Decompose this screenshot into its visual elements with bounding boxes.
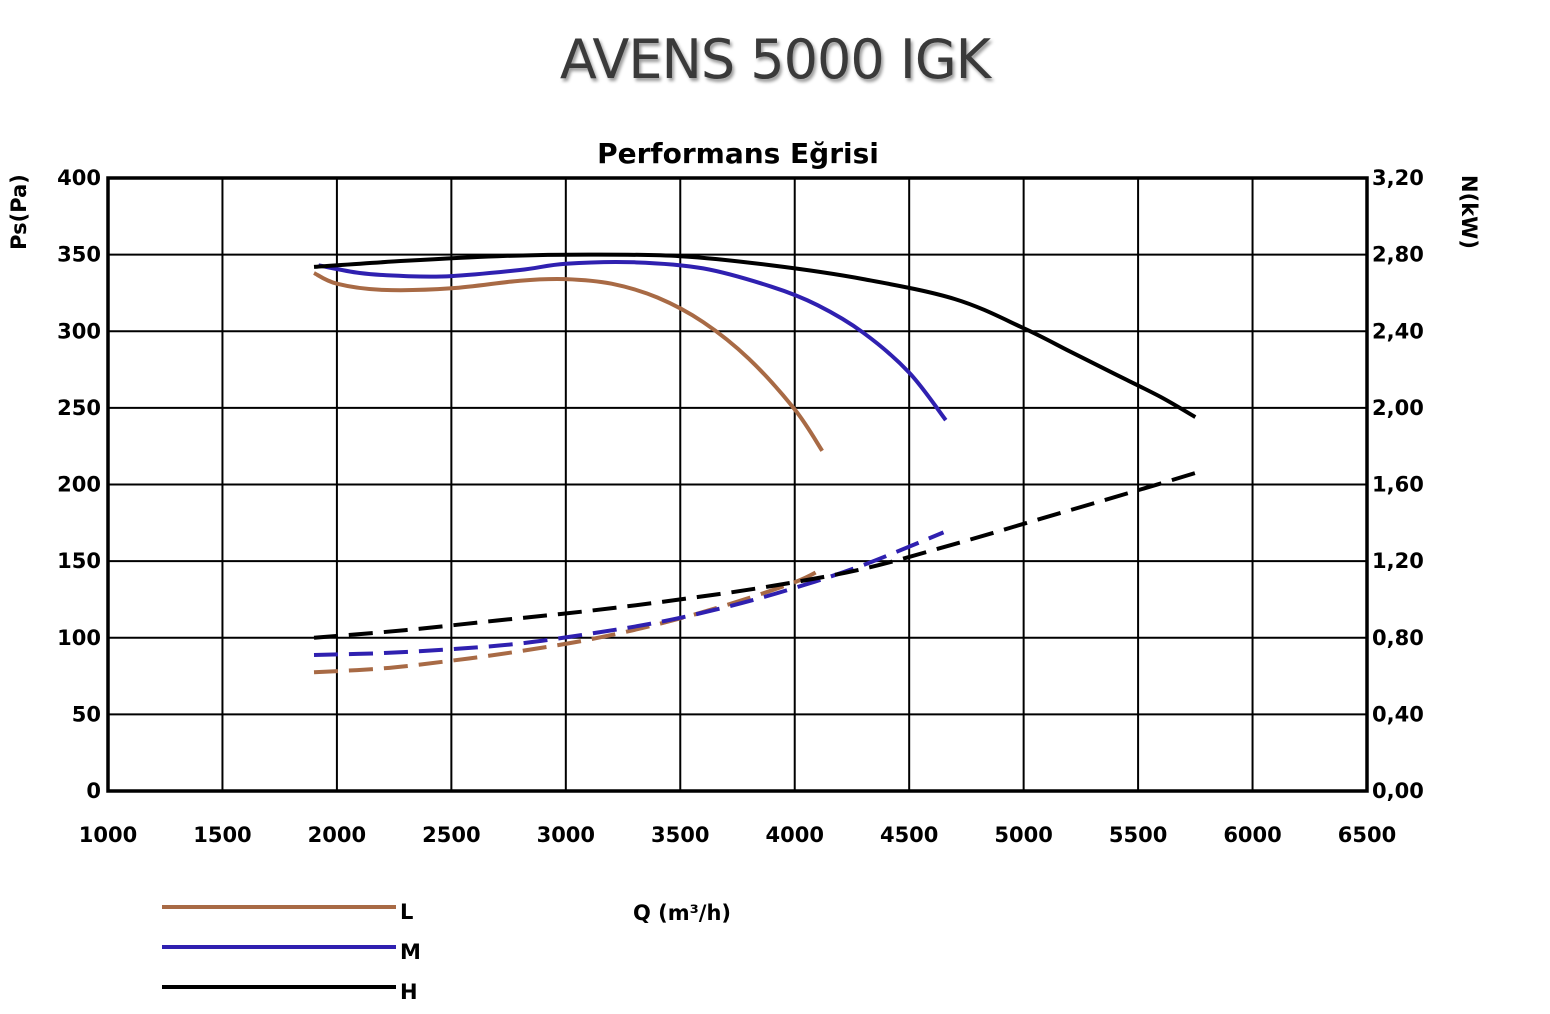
y-tick-label: 150 <box>57 549 101 573</box>
chart-title: Performans Eğrisi <box>597 137 879 170</box>
y2-axis-label: N(kW) <box>1457 175 1481 249</box>
x-tick-label: 1500 <box>193 823 251 847</box>
legend: LMH <box>162 900 421 1004</box>
series-H-pressure-line <box>313 252 1197 419</box>
grid <box>107 177 1368 792</box>
y2-tick-label: 0,40 <box>1372 702 1424 726</box>
series-M-power-line <box>313 530 945 657</box>
tick-labels: 1000 1500 2000 2500 3000 3500 4000 4500 5000 5500… <box>57 166 1424 847</box>
y-tick-label: 100 <box>57 626 101 650</box>
series-layer <box>313 252 1197 675</box>
y-axis-label: Ps(Pa) <box>7 174 31 250</box>
page-title: AVENS 5000 IGK <box>559 28 991 91</box>
y-tick-label: 350 <box>57 243 101 267</box>
y2-tick-label: 2,80 <box>1372 243 1424 267</box>
x-tick-label: 3500 <box>651 823 709 847</box>
series-M-pressure-line <box>318 260 948 422</box>
y2-tick-label: 1,20 <box>1372 549 1424 573</box>
legend-label-L: L <box>400 900 413 924</box>
y-tick-label: 400 <box>57 166 101 190</box>
legend-label-H: H <box>400 980 418 1004</box>
x-tick-label: 6000 <box>1223 823 1281 847</box>
y2-tick-label: 1,60 <box>1372 473 1424 497</box>
y-tick-label: 50 <box>72 702 101 726</box>
y2-tick-label: 0,00 <box>1372 779 1424 803</box>
x-tick-label: 5000 <box>994 823 1052 847</box>
x-tick-label: 4000 <box>766 823 824 847</box>
plot-frame <box>106 176 1369 793</box>
y-tick-label: 250 <box>57 396 101 420</box>
x-tick-label: 3000 <box>537 823 595 847</box>
x-tick-label: 2000 <box>308 823 366 847</box>
y2-tick-label: 0,80 <box>1372 626 1424 650</box>
x-tick-label: 4500 <box>880 823 938 847</box>
series-H-power-line <box>313 471 1196 640</box>
x-tick-label: 2500 <box>422 823 480 847</box>
y-tick-label: 0 <box>86 779 101 803</box>
series-L-power-line <box>313 566 824 675</box>
x-tick-label: 1000 <box>79 823 137 847</box>
x-axis-label: Q (m³/h) <box>633 901 731 925</box>
legend-label-M: M <box>400 940 421 964</box>
y-tick-label: 300 <box>57 319 101 343</box>
x-tick-label: 6500 <box>1338 823 1396 847</box>
x-tick-label: 5500 <box>1109 823 1167 847</box>
y2-tick-label: 2,00 <box>1372 396 1424 420</box>
series-L-pressure-line <box>313 271 824 452</box>
y-tick-label: 200 <box>57 473 101 497</box>
y2-tick-label: 2,40 <box>1372 319 1424 343</box>
y2-tick-label: 3,20 <box>1372 166 1424 190</box>
